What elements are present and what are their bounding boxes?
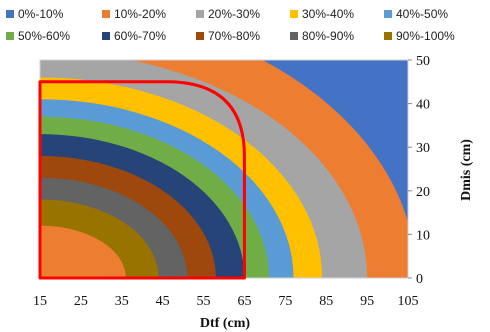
legend-swatch bbox=[196, 10, 204, 18]
legend-swatch bbox=[6, 32, 14, 40]
y-axis-ticks: 0 10 20 30 40 50 bbox=[408, 54, 430, 287]
x-axis-ticks: 15 25 35 45 55 65 75 85 95 105 bbox=[33, 294, 419, 309]
legend-label: 10%-20% bbox=[114, 7, 166, 21]
x-axis-title: Dtf (cm) bbox=[200, 316, 250, 331]
x-tick-label: 15 bbox=[33, 294, 47, 309]
y-tick-label: 0 bbox=[416, 272, 423, 287]
y-tick-label: 30 bbox=[416, 141, 430, 156]
x-tick-label: 75 bbox=[278, 294, 292, 309]
y-axis-title: Dmis (cm) bbox=[459, 139, 474, 201]
x-tick-label: 25 bbox=[74, 294, 88, 309]
x-tick-label: 85 bbox=[319, 294, 333, 309]
x-tick-label: 45 bbox=[156, 294, 170, 309]
legend-label: 30%-40% bbox=[302, 7, 354, 21]
legend-swatch bbox=[384, 32, 392, 40]
y-tick-label: 50 bbox=[416, 54, 430, 69]
legend-label: 60%-70% bbox=[114, 29, 166, 43]
legend-swatch bbox=[102, 10, 110, 18]
legend-label: 50%-60% bbox=[18, 29, 70, 43]
legend-label: 0%-10% bbox=[18, 7, 64, 21]
legend-swatch bbox=[102, 32, 110, 40]
legend-swatch bbox=[290, 32, 298, 40]
y-tick-label: 20 bbox=[416, 185, 430, 200]
legend-swatch bbox=[6, 10, 14, 18]
y-tick-label: 10 bbox=[416, 228, 430, 243]
legend: 0%-10% 10%-20% 20%-30% 30%-40% 40%-50% 50%-60… bbox=[6, 7, 455, 43]
x-tick-label: 35 bbox=[115, 294, 129, 309]
x-tick-label: 55 bbox=[197, 294, 211, 309]
contour-band bbox=[40, 225, 126, 278]
x-tick-label: 105 bbox=[398, 294, 419, 309]
contour-bands bbox=[40, 60, 408, 278]
legend-label: 20%-30% bbox=[208, 7, 260, 21]
legend-swatch bbox=[290, 10, 298, 18]
legend-label: 90%-100% bbox=[396, 29, 455, 43]
legend-label: 80%-90% bbox=[302, 29, 354, 43]
x-tick-label: 95 bbox=[360, 294, 374, 309]
y-tick-label: 40 bbox=[416, 98, 430, 113]
legend-swatch bbox=[196, 32, 204, 40]
legend-swatch bbox=[384, 10, 392, 18]
legend-label: 40%-50% bbox=[396, 7, 448, 21]
x-tick-label: 65 bbox=[237, 294, 251, 309]
legend-label: 70%-80% bbox=[208, 29, 260, 43]
highlight-boundary bbox=[38, 80, 246, 280]
